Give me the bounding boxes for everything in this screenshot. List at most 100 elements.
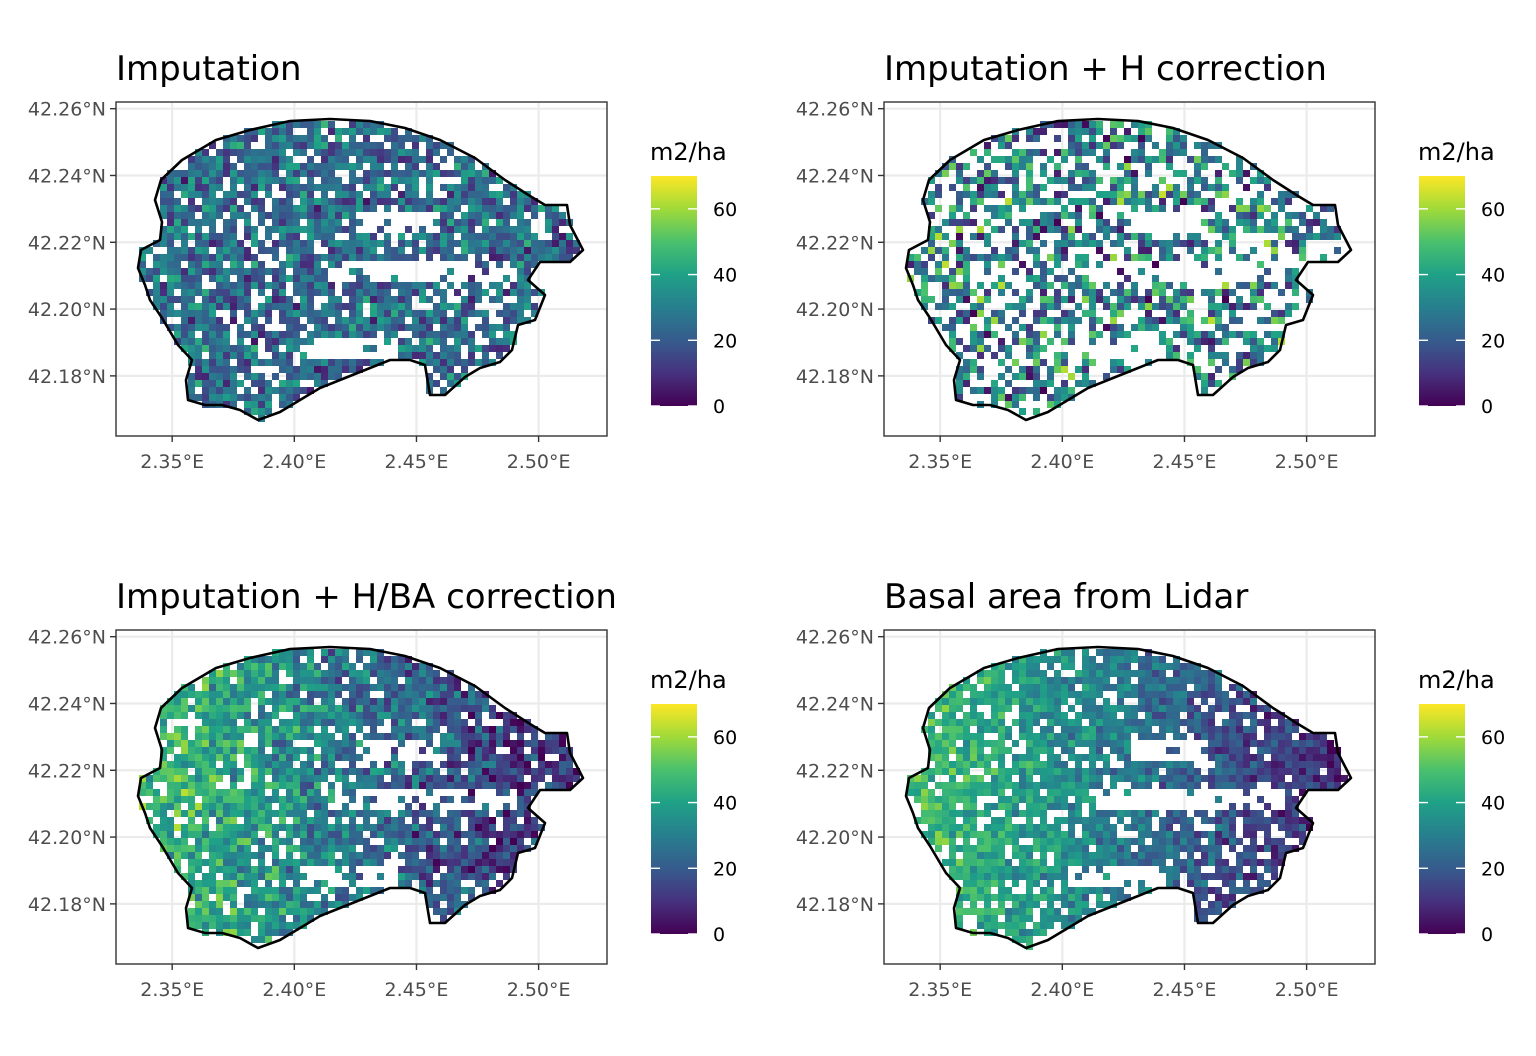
raster-cell xyxy=(244,275,251,282)
raster-cell xyxy=(370,240,377,247)
raster-cell xyxy=(286,177,293,184)
raster-cell xyxy=(216,691,223,698)
raster-cell xyxy=(1110,747,1117,754)
raster-cell xyxy=(991,719,998,726)
raster-cell xyxy=(1117,684,1124,691)
raster-cell xyxy=(202,310,209,317)
raster-cell xyxy=(223,761,230,768)
raster-cell xyxy=(489,338,496,345)
raster-cell xyxy=(251,775,258,782)
y-tick-label: 42.20°N xyxy=(28,827,106,849)
raster-cell xyxy=(517,803,524,810)
raster-cell xyxy=(1061,761,1068,768)
raster-cell xyxy=(1068,184,1075,191)
raster-cell xyxy=(433,289,440,296)
raster-cell xyxy=(195,345,202,352)
raster-cell xyxy=(405,726,412,733)
raster-cell xyxy=(349,852,356,859)
raster-cell xyxy=(1061,747,1068,754)
raster-cell xyxy=(377,198,384,205)
raster-cell xyxy=(1005,366,1012,373)
raster-cell xyxy=(1047,268,1054,275)
raster-cell xyxy=(949,331,956,338)
raster-cell xyxy=(216,345,223,352)
x-tick-label: 2.50°E xyxy=(507,451,571,473)
raster-cell xyxy=(314,880,321,887)
raster-cell xyxy=(356,310,363,317)
raster-cell xyxy=(216,803,223,810)
raster-cell xyxy=(991,775,998,782)
raster-cell xyxy=(1138,733,1145,740)
raster-cell xyxy=(328,712,335,719)
raster-cell xyxy=(1005,380,1012,387)
raster-cell xyxy=(942,254,949,261)
raster-cell xyxy=(949,691,956,698)
raster-cell xyxy=(216,810,223,817)
raster-cell xyxy=(461,156,468,163)
raster-cell xyxy=(1278,310,1285,317)
raster-cell xyxy=(167,254,174,261)
raster-cell xyxy=(1278,782,1285,789)
raster-cell xyxy=(335,740,342,747)
raster-cell xyxy=(300,142,307,149)
raster-cell xyxy=(1019,408,1026,415)
raster-cell xyxy=(265,866,272,873)
raster-cell xyxy=(496,233,503,240)
raster-cell xyxy=(356,233,363,240)
raster-cell xyxy=(1334,761,1341,768)
raster-cell xyxy=(1040,212,1047,219)
raster-cell xyxy=(454,782,461,789)
raster-cell xyxy=(1012,754,1019,761)
raster-cell xyxy=(1012,401,1019,408)
raster-cell xyxy=(461,866,468,873)
raster-cell xyxy=(419,345,426,352)
raster-cell xyxy=(265,156,272,163)
raster-cell xyxy=(398,303,405,310)
raster-cell xyxy=(1061,691,1068,698)
raster-cell xyxy=(272,177,279,184)
raster-cell xyxy=(202,205,209,212)
raster-cell xyxy=(314,233,321,240)
raster-cell xyxy=(195,380,202,387)
raster-cell xyxy=(188,261,195,268)
raster-cell xyxy=(1026,670,1033,677)
raster-cell xyxy=(244,310,251,317)
raster-cell xyxy=(1173,691,1180,698)
raster-cell xyxy=(314,149,321,156)
raster-cell xyxy=(503,859,510,866)
raster-cell xyxy=(314,254,321,261)
raster-cell xyxy=(1047,698,1054,705)
raster-cell xyxy=(272,268,279,275)
raster-cell xyxy=(970,324,977,331)
raster-cell xyxy=(475,845,482,852)
raster-cell xyxy=(1033,698,1040,705)
raster-cell xyxy=(454,880,461,887)
raster-cell xyxy=(321,838,328,845)
raster-cell xyxy=(1180,705,1187,712)
raster-cell xyxy=(963,677,970,684)
x-tick-label: 2.35°E xyxy=(140,979,204,1001)
raster-cell xyxy=(1131,282,1138,289)
raster-cell xyxy=(461,852,468,859)
raster-cell xyxy=(223,191,230,198)
raster-cell xyxy=(307,824,314,831)
raster-cell xyxy=(286,747,293,754)
raster-cell xyxy=(349,303,356,310)
raster-cell xyxy=(223,915,230,922)
raster-cell xyxy=(1236,303,1243,310)
raster-cell xyxy=(251,394,258,401)
raster-cell xyxy=(419,156,426,163)
raster-cell xyxy=(314,740,321,747)
raster-cell xyxy=(1138,719,1145,726)
raster-cell xyxy=(1187,712,1194,719)
raster-cell xyxy=(300,303,307,310)
raster-cell xyxy=(363,282,370,289)
raster-cell xyxy=(181,324,188,331)
raster-cell xyxy=(503,782,510,789)
raster-cell xyxy=(265,345,272,352)
raster-cell xyxy=(1180,691,1187,698)
raster-cell xyxy=(314,908,321,915)
raster-cell xyxy=(1173,726,1180,733)
raster-cell xyxy=(223,880,230,887)
raster-cell xyxy=(321,289,328,296)
